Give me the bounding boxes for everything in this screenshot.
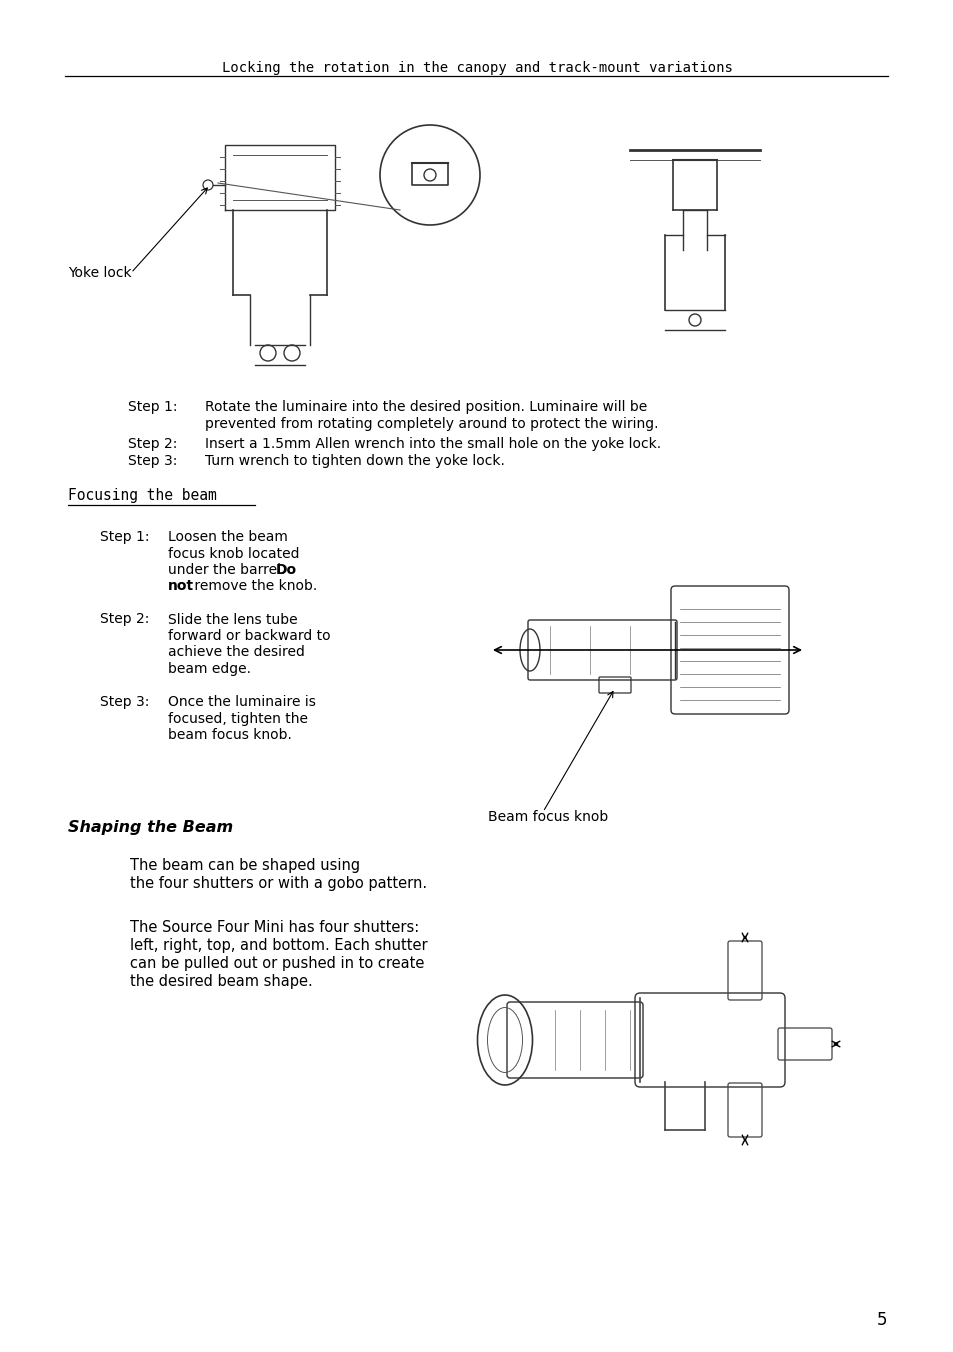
Text: Locking the rotation in the canopy and track-mount variations: Locking the rotation in the canopy and t… — [221, 61, 732, 74]
Text: not: not — [168, 580, 193, 594]
Text: Step 2:: Step 2: — [100, 612, 150, 626]
Text: focused, tighten the: focused, tighten the — [168, 711, 308, 726]
Text: forward or backward to: forward or backward to — [168, 629, 331, 644]
Text: can be pulled out or pushed in to create: can be pulled out or pushed in to create — [130, 956, 424, 971]
Text: Do: Do — [275, 562, 296, 577]
Text: achieve the desired: achieve the desired — [168, 645, 305, 660]
Text: 5: 5 — [876, 1311, 886, 1329]
Text: Step 2:: Step 2: — [128, 438, 177, 452]
Text: Step 1:: Step 1: — [100, 530, 150, 544]
Text: Step 3:: Step 3: — [100, 695, 150, 708]
Text: Once the luminaire is: Once the luminaire is — [168, 695, 315, 708]
Text: left, right, top, and bottom. Each shutter: left, right, top, and bottom. Each shutt… — [130, 938, 427, 953]
Text: Shaping the Beam: Shaping the Beam — [68, 821, 233, 836]
Text: Slide the lens tube: Slide the lens tube — [168, 612, 297, 626]
Text: Beam focus knob: Beam focus knob — [488, 810, 608, 823]
Text: Loosen the beam: Loosen the beam — [168, 530, 288, 544]
Text: the desired beam shape.: the desired beam shape. — [130, 973, 313, 990]
Text: Step 1:: Step 1: — [128, 400, 177, 414]
Text: under the barrel.: under the barrel. — [168, 562, 290, 577]
Text: beam edge.: beam edge. — [168, 662, 251, 676]
Text: Focusing the beam: Focusing the beam — [68, 488, 216, 503]
Text: Rotate the luminaire into the desired position. Luminaire will be: Rotate the luminaire into the desired po… — [205, 400, 646, 414]
Text: remove the knob.: remove the knob. — [190, 580, 317, 594]
Text: focus knob located: focus knob located — [168, 546, 299, 561]
Text: the four shutters or with a gobo pattern.: the four shutters or with a gobo pattern… — [130, 876, 427, 891]
Text: The Source Four Mini has four shutters:: The Source Four Mini has four shutters: — [130, 919, 418, 936]
Text: The beam can be shaped using: The beam can be shaped using — [130, 859, 359, 873]
Text: Yoke lock: Yoke lock — [68, 266, 132, 280]
Text: Turn wrench to tighten down the yoke lock.: Turn wrench to tighten down the yoke loc… — [205, 454, 504, 468]
Text: Insert a 1.5mm Allen wrench into the small hole on the yoke lock.: Insert a 1.5mm Allen wrench into the sma… — [205, 438, 660, 452]
Text: Step 3:: Step 3: — [128, 454, 177, 468]
Text: prevented from rotating completely around to protect the wiring.: prevented from rotating completely aroun… — [205, 416, 658, 431]
Text: beam focus knob.: beam focus knob. — [168, 727, 292, 742]
